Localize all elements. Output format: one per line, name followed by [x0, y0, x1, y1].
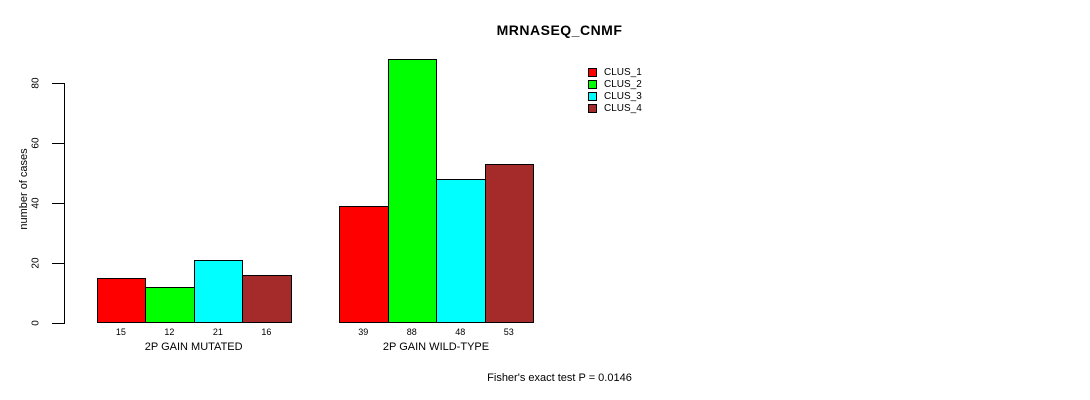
- legend-swatch-icon: [588, 67, 597, 77]
- legend-item-clus_4: CLUS_4: [588, 103, 642, 115]
- y-tick-label: 80: [30, 77, 42, 89]
- bar-value-label: 39: [358, 327, 369, 337]
- bar-clus_1-1: [96, 278, 147, 323]
- bar-clus_3-2: [436, 179, 486, 323]
- y-tick-label: 40: [30, 197, 42, 209]
- legend-label: CLUS_2: [604, 78, 642, 90]
- legend-item-clus_1: CLUS_1: [588, 66, 642, 78]
- bar-value-label: 15: [115, 327, 126, 337]
- legend-swatch-icon: [588, 92, 597, 102]
- bar-value-label: 16: [261, 327, 272, 337]
- y-tick-label: 0: [30, 320, 42, 326]
- y-tick-label: 20: [30, 257, 42, 269]
- y-tick-mark: [52, 323, 64, 324]
- fisher-test-annotation: Fisher's exact test P = 0.0146: [487, 372, 632, 384]
- category-label: 2P GAIN WILD-TYPE: [382, 341, 490, 353]
- legend-label: CLUS_1: [604, 66, 642, 78]
- y-tick-label: 60: [30, 137, 42, 149]
- category-label: 2P GAIN MUTATED: [144, 341, 243, 353]
- bar-clus_2-2: [387, 59, 437, 323]
- chart-title: MRNASEQ_CNMF: [496, 22, 623, 38]
- y-tick-mark: [52, 143, 64, 145]
- y-tick-mark: [52, 263, 64, 265]
- bar-clus_3-1: [193, 260, 244, 323]
- legend-item-clus_3: CLUS_3: [588, 91, 642, 103]
- legend-swatch-icon: [588, 79, 597, 89]
- bar-value-label: 21: [212, 327, 223, 337]
- bar-clus_4-1: [242, 275, 292, 323]
- bar-clus_2-1: [145, 287, 195, 323]
- bar-value-label: 12: [164, 327, 175, 337]
- y-tick-mark: [52, 83, 64, 85]
- legend-item-clus_2: CLUS_2: [588, 78, 642, 90]
- bar-clus_4-2: [484, 164, 534, 323]
- y-axis-line: [64, 83, 65, 324]
- bar-value-label: 88: [406, 327, 417, 337]
- legend-swatch-icon: [588, 104, 597, 114]
- legend-label: CLUS_3: [604, 91, 642, 103]
- bar-value-label: 48: [455, 327, 466, 337]
- legend-label: CLUS_4: [604, 103, 642, 115]
- y-tick-mark: [52, 203, 64, 205]
- bar-value-label: 53: [503, 327, 514, 337]
- bar-clus_1-2: [339, 206, 389, 323]
